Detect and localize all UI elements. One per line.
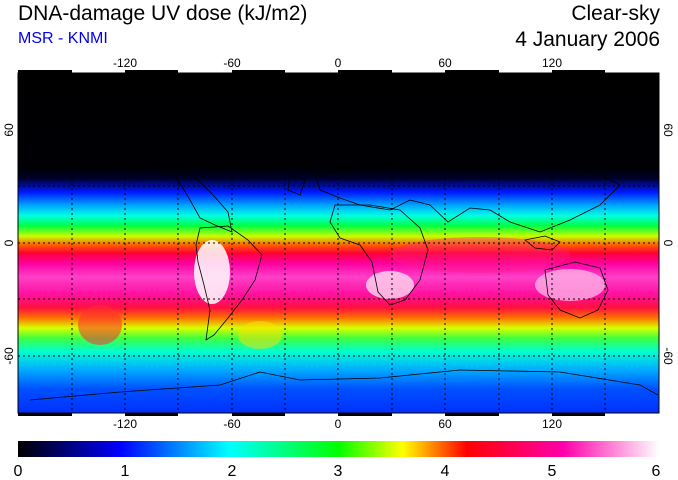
lon-tick-label: -60: [223, 417, 241, 431]
colorbar: [18, 441, 659, 457]
latitude-labels-left: 60 0 -60: [2, 123, 16, 365]
colorbar-label: 6: [652, 463, 661, 480]
lat-tick-label: 0: [2, 239, 16, 246]
lat-tick-label: 0: [661, 240, 675, 247]
lon-tick-label: 0: [335, 56, 342, 70]
lon-tick-label: 60: [438, 56, 452, 70]
lat-tick-label: 60: [2, 123, 16, 137]
lon-tick-label: -60: [223, 56, 241, 70]
colorbar-labels: 0 1 2 3 4 5 6: [14, 463, 661, 480]
lon-tick-label: 0: [335, 417, 342, 431]
source-label: MSR - KNMI: [18, 30, 108, 47]
lat-tick-label: -60: [661, 347, 675, 365]
lon-tick-label: 120: [542, 417, 562, 431]
colorbar-label: 0: [14, 463, 23, 480]
latitude-labels-right: 60 0 -60: [661, 123, 675, 365]
date-label: 4 January 2006: [515, 28, 660, 51]
map-title: DNA-damage UV dose (kJ/m2): [18, 2, 308, 25]
graticule: [18, 73, 659, 413]
colorbar-label: 3: [334, 463, 343, 480]
colorbar-label: 1: [121, 463, 130, 480]
colorbar-label: 2: [228, 463, 237, 480]
longitude-labels-top: -120 -60 0 60 120: [113, 56, 562, 70]
lon-tick-label: -120: [113, 56, 137, 70]
lon-tick-label: -120: [113, 417, 137, 431]
sky-condition-label: Clear-sky: [571, 2, 660, 25]
longitude-labels-bottom: -120 -60 0 60 120: [113, 417, 562, 431]
lon-tick-label: 120: [542, 56, 562, 70]
lat-tick-label: -60: [2, 347, 16, 365]
lat-tick-label: 60: [661, 123, 675, 137]
frame-bars: [18, 70, 605, 416]
lon-tick-label: 60: [438, 417, 452, 431]
colorbar-label: 5: [548, 463, 557, 480]
colorbar-label: 4: [441, 463, 450, 480]
